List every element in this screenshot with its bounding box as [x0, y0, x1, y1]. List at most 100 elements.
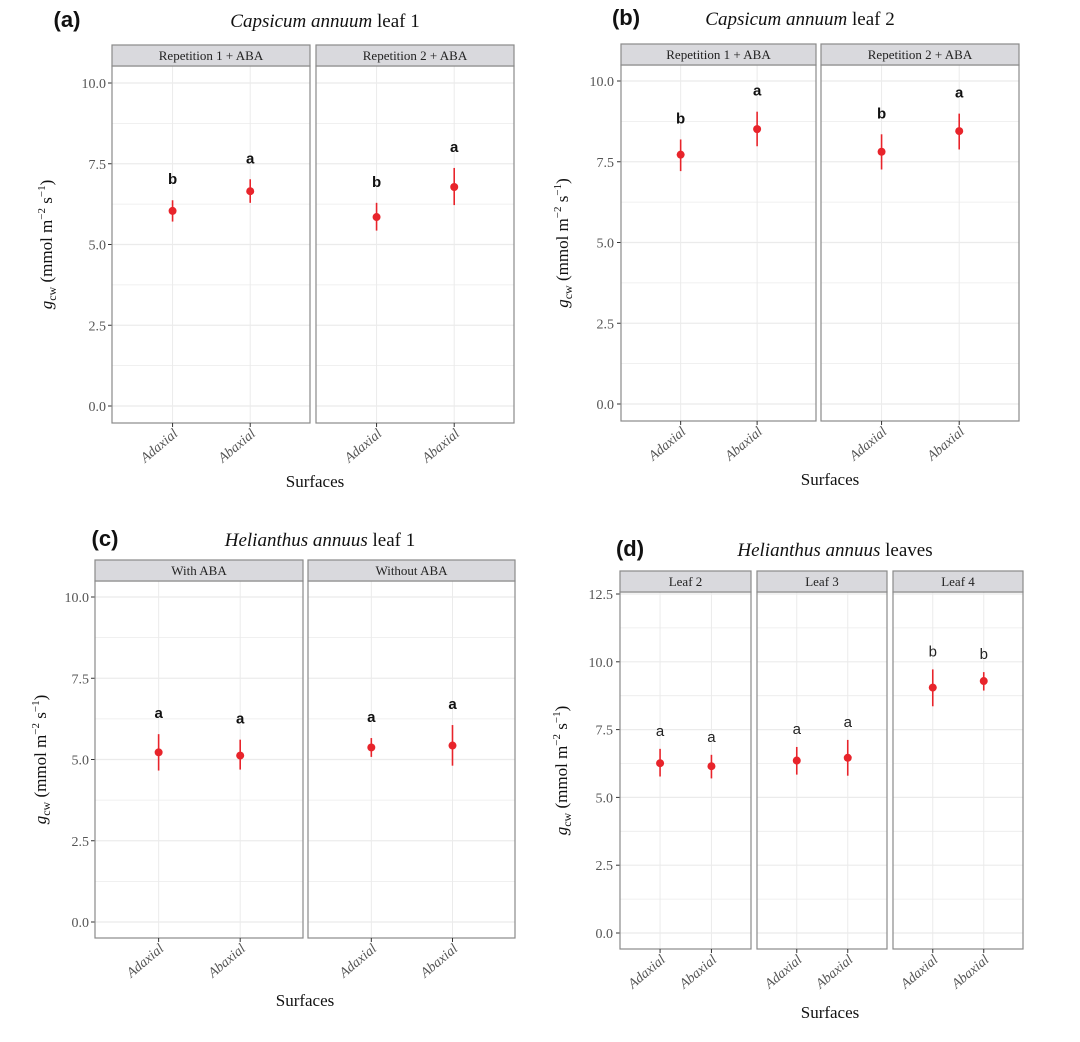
significance-label: a	[707, 729, 716, 746]
x-tick-label: Abaxial	[417, 942, 461, 982]
panel-title-suffix: leaf 1	[372, 11, 419, 32]
significance-label: a	[236, 711, 245, 728]
facet-strip-label: Leaf 4	[941, 574, 975, 589]
y-axis-title-subscript: cw	[560, 812, 574, 826]
panel-title-suffix: leaf 2	[847, 9, 894, 30]
y-axis-title-units: (mmol m	[552, 746, 571, 813]
y-tick-label: 2.5	[89, 319, 107, 334]
panel-b: (b) Capsicum annuum leaf 2 0.0 2.5 5.0 7.5 10.…	[552, 5, 1020, 489]
significance-label: a	[656, 723, 665, 740]
significance-label: a	[753, 83, 762, 100]
panel-title-species: Capsicum annuum	[705, 9, 847, 30]
y-tick-label: 2.5	[596, 859, 614, 874]
x-tick-label: Adaxial	[645, 425, 689, 465]
facet-strip-label: Repetition 2 + ABA	[363, 48, 468, 63]
y-tick-label: 10.0	[589, 656, 614, 671]
facet: Repetition 1 + ABA Adaxial Abaxial b a	[620, 43, 817, 465]
panel-title-species: Helianthus annuus	[736, 540, 880, 561]
facet: Repetition 2 + ABA Adaxial Abaxial b a	[820, 43, 1020, 465]
x-tick-label: Adaxial	[336, 942, 380, 982]
facet-strip	[619, 570, 752, 593]
facet: Repetition 2 + ABA Adaxial Abaxial b a	[315, 44, 515, 467]
facet: Without ABA Adaxial Abaxial a a	[307, 559, 516, 982]
data-point	[707, 762, 716, 771]
panel-title: Capsicum annuum leaf 2	[705, 9, 894, 30]
x-tick-label: Adaxial	[846, 425, 890, 465]
facet-strip-label: With ABA	[171, 563, 227, 578]
y-axis-title-symbol: g	[37, 301, 56, 310]
y-axis-title: gcw (mmol m−2 s−1)	[30, 695, 53, 825]
facet-strip	[111, 44, 311, 67]
x-tick-label: Abaxial	[676, 953, 720, 993]
facet-strip	[756, 570, 888, 593]
y-tick-label: 10.0	[82, 77, 107, 92]
y-tick-label: 0.0	[89, 400, 107, 415]
facet: With ABA Adaxial Abaxial a a	[94, 559, 304, 982]
y-tick-label: 7.5	[72, 672, 90, 687]
significance-label: a	[246, 150, 255, 167]
y-tick-label: 10.0	[65, 591, 90, 606]
panel-letter: (b)	[612, 5, 640, 30]
data-point	[676, 150, 685, 159]
facet-strip	[315, 44, 515, 67]
y-tick-label: 0.0	[72, 916, 90, 931]
y-axis-title-exp: −2	[551, 734, 563, 746]
facet-strip	[820, 43, 1020, 66]
panel-title: Helianthus annuus leaf 1	[224, 530, 416, 551]
facet: Repetition 1 + ABA Adaxial Abaxial b a	[111, 44, 311, 467]
facet-strip	[307, 559, 516, 582]
x-tick-label: Adaxial	[625, 953, 669, 993]
y-axis-title-symbol: g	[31, 816, 50, 825]
y-axis-title-exp: −2	[36, 208, 48, 220]
x-axis-title: Surfaces	[801, 1003, 860, 1022]
significance-label: a	[367, 709, 376, 726]
data-point	[955, 127, 964, 136]
y-axis-title-units: (mmol m	[31, 735, 50, 802]
significance-label: a	[448, 696, 457, 713]
data-point	[372, 213, 381, 222]
y-tick-label: 10.0	[590, 75, 615, 90]
y-axis-title-units: s	[37, 197, 56, 208]
x-tick-label: Abaxial	[215, 427, 259, 467]
facet: Leaf 4 Adaxial Abaxial b b	[892, 570, 1024, 993]
significance-label: a	[955, 85, 964, 102]
y-axis-title-units: s	[31, 712, 50, 723]
y-axis-title-exp: −1	[30, 700, 42, 712]
data-point	[979, 677, 988, 686]
panel-title-suffix: leaves	[880, 540, 932, 561]
y-axis-title-units: (mmol m	[553, 218, 572, 285]
y-tick-label: 5.0	[89, 239, 107, 254]
y-axis-title-symbol: g	[552, 827, 571, 836]
y-tick-label: 5.0	[596, 791, 614, 806]
panel-title-suffix: leaf 1	[368, 530, 415, 551]
y-axis-title-exp: −1	[551, 711, 563, 723]
y-tick-label: 5.0	[72, 754, 90, 769]
data-point	[236, 751, 245, 760]
y-axis-title-subscript: cw	[561, 285, 575, 299]
y-tick-label: 7.5	[89, 158, 107, 173]
y-axis-title-units: (mmol m	[37, 220, 56, 287]
y-tick-label: 2.5	[597, 317, 615, 332]
y-axis-title-subscript: cw	[45, 286, 59, 300]
y-tick-label: 0.0	[596, 927, 614, 942]
facet-strip-label: Repetition 2 + ABA	[868, 47, 973, 62]
facet: Leaf 2 Adaxial Abaxial a a	[619, 570, 752, 993]
panel-letter: (d)	[616, 536, 644, 561]
y-axis-title: gcw (mmol m−2 s−1)	[36, 180, 59, 310]
x-tick-label: Abaxial	[924, 425, 968, 465]
y-axis-title-units: )	[553, 178, 572, 184]
x-tick-label: Adaxial	[762, 953, 806, 993]
x-tick-label: Abaxial	[813, 953, 857, 993]
x-tick-label: Abaxial	[722, 425, 766, 465]
data-point	[877, 147, 886, 156]
x-tick-label: Abaxial	[949, 953, 993, 993]
significance-label: b	[929, 643, 937, 660]
data-point	[656, 759, 665, 768]
y-axis-title-units: s	[553, 196, 572, 207]
significance-label: a	[844, 714, 853, 731]
panel-d: (d) Helianthus annuus leaves 0.0 2.5 5.0 7.5 1…	[551, 536, 1024, 1022]
y-axis-title-subscript: cw	[39, 801, 53, 815]
y-axis-title-units: )	[552, 706, 571, 712]
significance-label: a	[154, 705, 163, 722]
